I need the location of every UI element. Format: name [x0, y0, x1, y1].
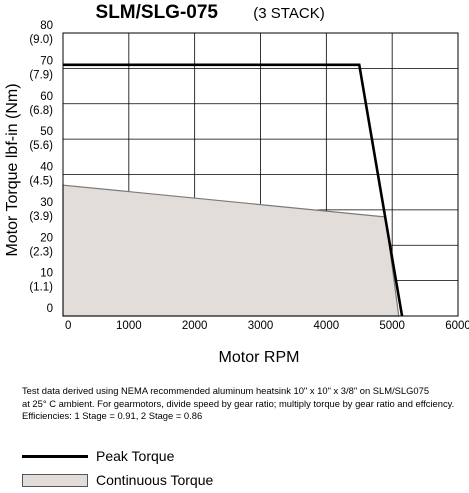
x-axis-label: Motor RPM	[219, 349, 300, 366]
peak-line-swatch	[22, 454, 88, 458]
note-line-3: Efficiencies: 1 Stage = 0.91, 2 Stage = …	[22, 410, 203, 421]
y-tick-label: 10	[40, 268, 53, 280]
chart-subtitle: (3 STACK)	[253, 5, 324, 22]
legend-label-continuous: Continuous Torque	[96, 472, 214, 488]
y-tick-label: 50	[40, 126, 53, 138]
y-axis-label: Motor Torque lbf-in (Nm)	[4, 83, 21, 256]
y-tick-sublabel: (1.1)	[29, 282, 53, 294]
y-tick-label: 30	[40, 197, 53, 209]
x-tick-label: 3000	[248, 320, 274, 332]
peak-torque-line	[63, 63, 404, 317]
note-line-1: Test data derived using NEMA recommended…	[22, 385, 430, 396]
chart-title: SLM/SLG-075	[96, 2, 219, 23]
continuous-torque-area	[62, 184, 400, 317]
y-tick-sublabel: (9.0)	[29, 34, 53, 46]
y-tick-sublabel: (6.8)	[29, 105, 53, 117]
x-tick-label: 4000	[314, 320, 340, 332]
x-tick-label: 5000	[379, 320, 405, 332]
y-tick-sublabel: (2.3)	[29, 246, 53, 258]
legend-item-peak: Peak Torque	[22, 445, 213, 467]
y-tick-labels: 0 10 (1.1) 20 (2.3) 30 (3.9) 40 (4.5) 50 (5.6) 60 (6…	[29, 20, 53, 315]
note-line-2: at 25° C ambient. For gearmotors, divide…	[22, 397, 455, 409]
x-tick-label: 2000	[182, 320, 208, 332]
series-layer	[62, 63, 404, 317]
y-tick-sublabel: (4.5)	[29, 176, 53, 188]
x-tick-label: 1000	[116, 320, 142, 332]
y-tick-sublabel: (5.6)	[29, 140, 53, 152]
y-tick-label: 80	[40, 20, 53, 32]
chart-legend: Peak Torque Continuous Torque	[22, 445, 213, 493]
test-notes: Test data derived using NEMA recommended…	[22, 385, 462, 423]
legend-item-continuous: Continuous Torque	[22, 469, 213, 491]
x-tick-label: 6000	[445, 320, 469, 332]
y-tick-label: 40	[40, 162, 53, 174]
y-tick-sublabel: (7.9)	[29, 69, 53, 81]
x-tick-labels: 0 1000 2000 3000 4000 5000 6000	[65, 320, 469, 332]
continuous-area-swatch	[22, 473, 88, 487]
y-tick-sublabel: (3.9)	[29, 211, 53, 223]
y-tick-label: 60	[40, 91, 53, 103]
legend-label-peak: Peak Torque	[96, 448, 175, 464]
y-tick-label: 20	[40, 232, 53, 244]
torque-speed-chart: SLM/SLG-075 (3 STACK) 0 10 (1.1) 20 (2.3) 30 (…	[4, 2, 469, 366]
y-tick-label: 70	[40, 55, 53, 67]
y-tick-label: 0	[47, 303, 53, 315]
x-tick-label: 0	[65, 320, 71, 332]
plot-frame	[62, 32, 459, 317]
